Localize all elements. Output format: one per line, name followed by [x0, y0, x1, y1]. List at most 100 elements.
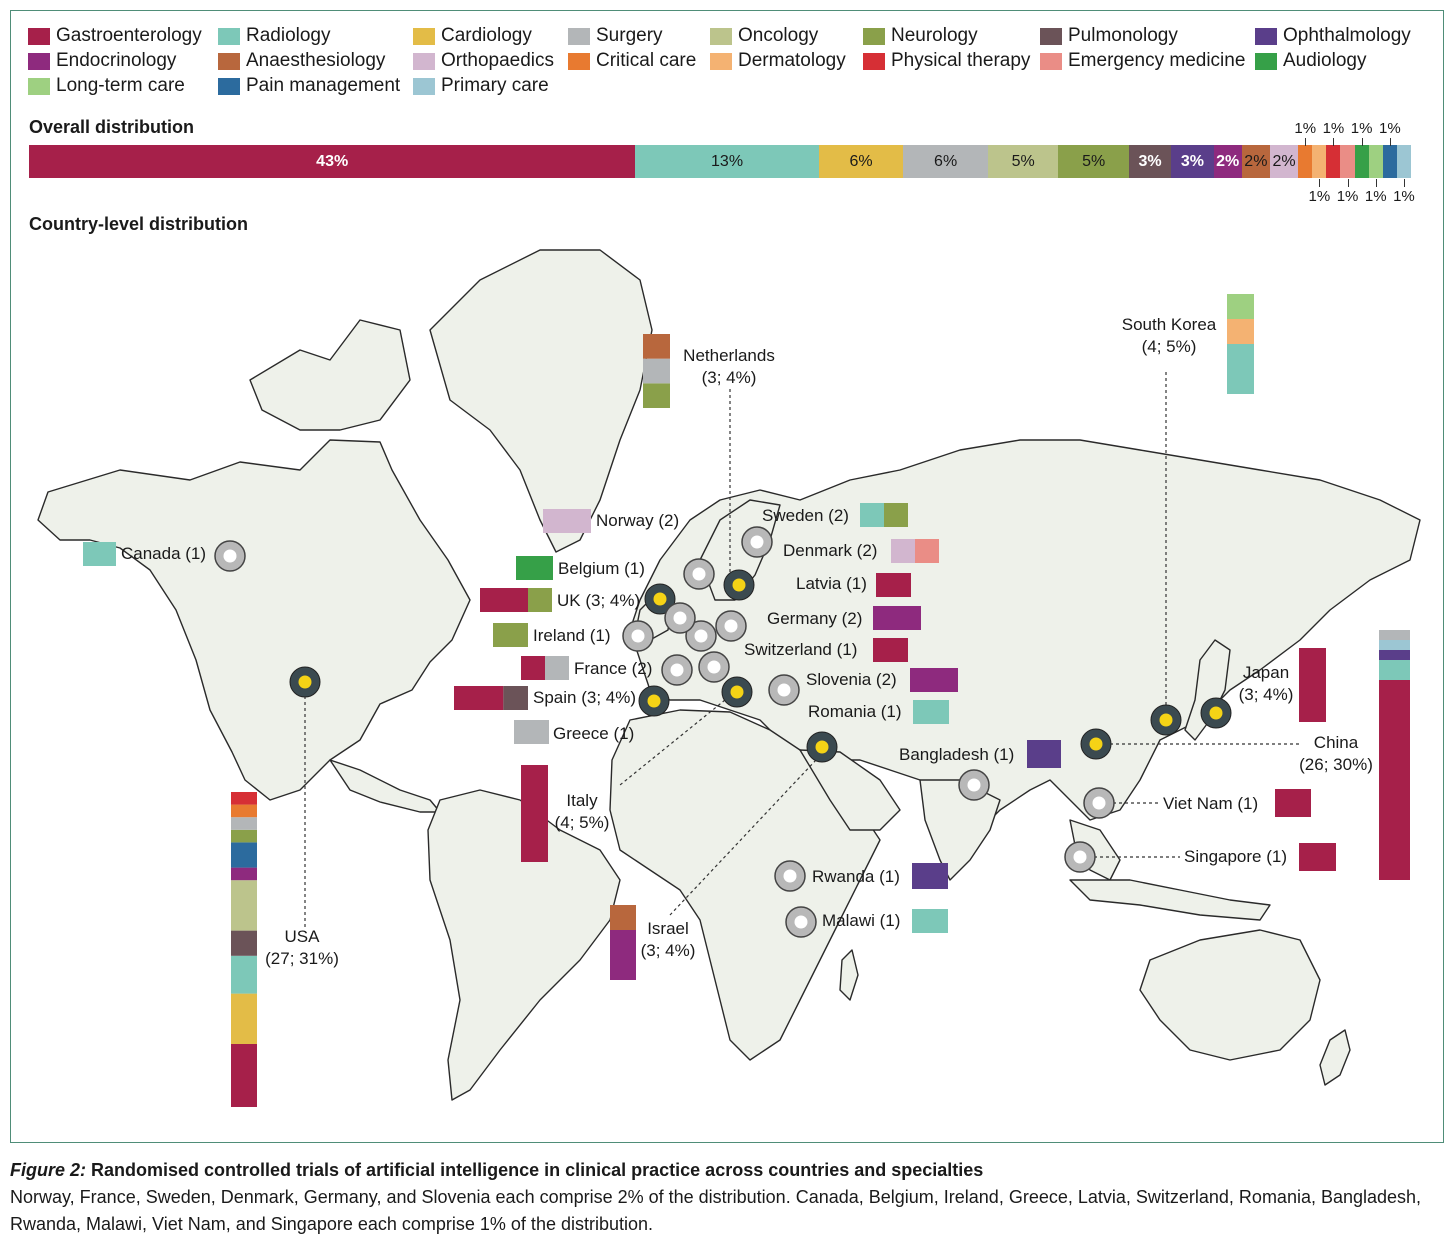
- pin-bangladesh: [958, 769, 990, 801]
- landmass-indonesia: [1069, 879, 1271, 921]
- small-percent-label-pain-management: 1%: [1379, 120, 1401, 137]
- pin-japan: [1200, 697, 1232, 729]
- landmass-arabia: [799, 749, 901, 831]
- country-label-germany: Germany (2): [767, 608, 862, 630]
- leader-lines: [304, 372, 1300, 930]
- legend-item-oncology: Oncology: [710, 24, 818, 48]
- pin-canada: [214, 540, 246, 572]
- pin-netherlands: [723, 569, 755, 601]
- country-bar-denmark-orthopaedics: [891, 539, 915, 563]
- pin-dot: [783, 869, 797, 883]
- continents: [37, 249, 1421, 1101]
- bar-segment-endocrinology: 2%: [1213, 145, 1242, 178]
- country-label-slovenia: Slovenia (2): [806, 669, 897, 691]
- caption-figure-number: Figure 2:: [10, 1160, 87, 1180]
- country-bar-france-gastroenterology: [521, 656, 545, 680]
- country-label-romania: Romania (1): [808, 701, 902, 723]
- legend-swatch: [863, 27, 885, 45]
- legend-label: Cardiology: [441, 25, 532, 46]
- caption-title: Randomised controlled trials of artifici…: [86, 1160, 984, 1180]
- pin-rwanda: [774, 860, 806, 892]
- bar-segment-label: 5%: [1082, 152, 1106, 170]
- country-bar-italy-gastroenterology: [521, 765, 548, 862]
- small-percent-label-critical-care: 1%: [1294, 120, 1317, 137]
- legend-label: Audiology: [1283, 50, 1367, 71]
- small-percent-label-dermatology: 1%: [1308, 188, 1331, 205]
- percent-tick: [1361, 138, 1363, 146]
- legend-item-pulmonology: Pulmonology: [1040, 24, 1178, 48]
- country-bar-usa-endocrinology: [231, 867, 257, 881]
- country-bar-south-korea-long-term-care: [1227, 294, 1254, 319]
- legend-item-anaesthesiology: Anaesthesiology: [218, 49, 385, 73]
- country-label-malawi: Malawi (1): [822, 910, 900, 932]
- pin-germany: [685, 620, 717, 652]
- legend-item-long-term-care: Long-term care: [28, 74, 185, 98]
- country-name: Netherlands: [683, 346, 775, 365]
- country-label-bangladesh: Bangladesh (1): [899, 744, 1014, 766]
- landmass-central-america: [329, 759, 441, 813]
- legend-swatch: [568, 52, 590, 70]
- legend-swatch: [413, 77, 435, 95]
- legend-item-pain-management: Pain management: [218, 74, 400, 98]
- country-bar-usa-radiology: [231, 955, 257, 994]
- pin-dot: [1209, 706, 1223, 720]
- country-bar-usa-critical-care: [231, 804, 257, 818]
- legend-swatch: [218, 27, 240, 45]
- country-pins: [214, 526, 1232, 938]
- country-bar-china-primary-care: [1379, 640, 1410, 650]
- caption-body: Norway, France, Sweden, Denmark, Germany…: [10, 1187, 1422, 1234]
- legend-label: Dermatology: [738, 50, 846, 71]
- pin-israel: [806, 731, 838, 763]
- country-bar-sweden-neurology: [884, 503, 908, 527]
- pin-china: [1080, 728, 1112, 760]
- bar-segment-label: 3%: [1180, 152, 1204, 170]
- country-count: (26; 30%): [1299, 755, 1373, 774]
- country-name: Greece (1): [553, 724, 635, 743]
- landmass-africa: [609, 709, 881, 1061]
- small-percent-label-audiology: 1%: [1350, 120, 1373, 137]
- country-label-greece: Greece (1): [553, 723, 634, 745]
- bar-segment-gastroenterology: 43%: [29, 145, 636, 178]
- legend-swatch: [863, 52, 885, 70]
- country-bar-usa-gastroenterology: [231, 1044, 257, 1107]
- bar-segment-label: 13%: [711, 152, 744, 170]
- legend-swatch: [710, 27, 732, 45]
- pin-denmark: [683, 558, 715, 590]
- country-count: (4; 5%): [554, 813, 610, 832]
- country-label-uk: UK (3; 4%): [557, 590, 640, 612]
- country-name: France (2): [574, 659, 653, 678]
- country-count: (3; 4%): [640, 941, 696, 960]
- bar-segment-dermatology: [1312, 145, 1327, 178]
- legend-label: Endocrinology: [56, 50, 177, 71]
- country-count: (4; 5%): [1141, 337, 1197, 356]
- pin-dot: [730, 685, 744, 699]
- legend-label: Long-term care: [56, 75, 185, 96]
- bar-segment-label: 3%: [1138, 152, 1162, 170]
- country-bar-germany-endocrinology: [873, 606, 921, 630]
- bar-segment-surgery: 6%: [903, 145, 988, 178]
- legend-item-endocrinology: Endocrinology: [28, 49, 176, 73]
- pin-dot: [777, 683, 791, 697]
- legend-label: Gastroenterology: [56, 25, 202, 46]
- legend-item-neurology: Neurology: [863, 24, 978, 48]
- pin-dot: [1089, 737, 1103, 751]
- percent-tick: [1333, 138, 1335, 146]
- legend-label: Orthopaedics: [441, 50, 555, 71]
- pin-dot: [223, 549, 237, 563]
- country-name: Singapore (1): [1184, 847, 1288, 866]
- small-percent-label-emergency-medicine: 1%: [1336, 188, 1359, 205]
- legend-swatch: [710, 52, 732, 70]
- bar-segment-pain-management: [1382, 145, 1397, 178]
- country-bar-switzerland-gastroenterology: [873, 638, 908, 662]
- pin-dot: [815, 740, 829, 754]
- pin-dot: [692, 567, 706, 581]
- country-name: Canada (1): [121, 544, 207, 563]
- pin-dot: [1073, 850, 1087, 864]
- legend-label: Oncology: [738, 25, 819, 46]
- country-bar-china-gastroenterology: [1379, 680, 1410, 880]
- bar-segment-ophthalmology: 3%: [1171, 145, 1214, 178]
- bar-segment-neurology: 5%: [1058, 145, 1129, 178]
- legend-swatch: [28, 77, 50, 95]
- legend-item-orthopaedics: Orthopaedics: [413, 49, 554, 73]
- country-bar-usa-pulmonology: [231, 930, 257, 956]
